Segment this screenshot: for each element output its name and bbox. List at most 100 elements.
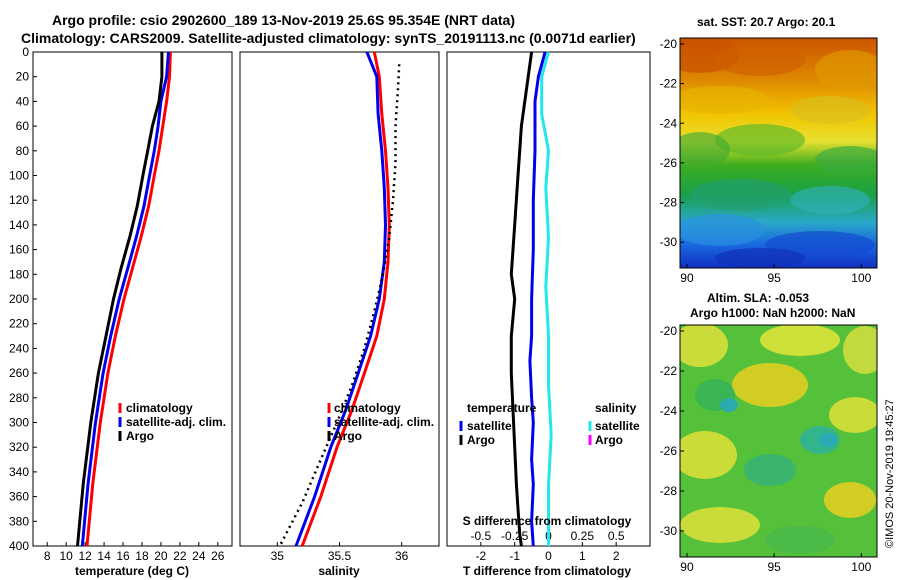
sst-field-patch — [790, 186, 870, 214]
map-y-tick-label: -30 — [660, 235, 678, 249]
series-line-argo — [76, 52, 164, 547]
map-y-tick-label: -26 — [660, 156, 678, 170]
x-tick-label: 1 — [579, 549, 586, 563]
y-tick-label: 120 — [9, 193, 29, 207]
series-line-t-satellite — [528, 51, 547, 547]
x-tick-label: 24 — [192, 549, 206, 563]
s-axis-tick-label: -0.25 — [501, 529, 529, 543]
x-tick-label: -2 — [475, 549, 486, 563]
legend-label: satellite-adj. clim. — [126, 415, 226, 429]
map-y-tick-label: -20 — [660, 37, 678, 51]
x-tick-label: 18 — [135, 549, 149, 563]
y-tick-label: 80 — [16, 144, 30, 158]
s-axis-tick-label: 0.25 — [571, 529, 595, 543]
map-x-tick-label: 90 — [680, 271, 694, 285]
sla-field-patch — [680, 507, 760, 543]
series-line-s-satellite — [540, 51, 553, 546]
x-tick-label: 10 — [59, 549, 73, 563]
sla-field-patch — [843, 326, 877, 374]
y-tick-label: 100 — [9, 169, 29, 183]
sst-map: 90 95 100 -20 -22 -24 -26 -28 -30 — [660, 37, 878, 285]
s-difference-axis-label: S difference from climatology — [463, 514, 632, 528]
map-y-tick-label: -24 — [660, 116, 678, 130]
series-line-climatology — [300, 51, 391, 547]
map-y-tick-label: -22 — [660, 364, 678, 378]
map-y-tick-label: -28 — [660, 484, 678, 498]
x-tick-label: 35 — [271, 549, 285, 563]
legend-label: climatology — [334, 401, 401, 415]
figure-title-line2: Climatology: CARS2009. Satellite-adjuste… — [21, 30, 636, 46]
sla-map-frame — [679, 324, 878, 558]
s-axis-tick-label: 0.5 — [608, 529, 625, 543]
map-y-tick-label: -24 — [660, 404, 678, 418]
y-tick-label: 320 — [9, 440, 29, 454]
series-line-satellite-adj-clim- — [80, 51, 170, 547]
sla-field-patch — [680, 431, 737, 479]
map-x-tick-label: 90 — [680, 560, 694, 574]
y-tick-label: 400 — [9, 539, 29, 553]
y-tick-label: 340 — [9, 465, 29, 479]
x-tick-label: 8 — [44, 549, 51, 563]
legend-label: Argo — [334, 429, 362, 443]
sst-field-patch — [815, 50, 877, 90]
t-difference-axis-label: T difference from climatology — [463, 564, 631, 578]
y-tick-label: 200 — [9, 292, 29, 306]
y-tick-label: 260 — [9, 366, 29, 380]
temperature-plot-frame — [32, 51, 233, 547]
salinity-axis-label: salinity — [318, 564, 360, 578]
figure-title-line1: Argo profile: csio 2902600_189 13-Nov-20… — [52, 12, 515, 28]
map-y-tick-label: -28 — [660, 196, 678, 210]
y-tick-label: 220 — [9, 317, 29, 331]
map-y-tick-label: -20 — [660, 324, 678, 338]
y-tick-label: 240 — [9, 341, 29, 355]
sla-field-patch — [720, 398, 738, 412]
map-x-tick-label: 95 — [767, 560, 781, 574]
credit-text: ©IMOS 20-Nov-2019 19:45:27 — [884, 399, 896, 548]
x-tick-label: -1 — [509, 549, 520, 563]
sst-field-patch — [680, 214, 765, 246]
series-line-t-argo — [509, 51, 534, 547]
legend-label: Argo — [595, 433, 623, 447]
y-tick-label: 300 — [9, 416, 29, 430]
x-tick-label: 35.5 — [328, 549, 352, 563]
map-x-tick-label: 95 — [767, 271, 781, 285]
sla-field-patch — [765, 526, 835, 554]
y-tick-label: 60 — [16, 119, 30, 133]
series-line-argo — [278, 64, 401, 547]
x-tick-label: 26 — [211, 549, 225, 563]
temperature-panel: 0 20 40 60 80 100 120 140 160 180 200 220 240 260 280 3… — [9, 45, 233, 578]
sst-field-patch — [815, 146, 877, 174]
y-tick-label: 380 — [9, 514, 29, 528]
map-x-tick-label: 100 — [851, 560, 871, 574]
sla-field-patch — [744, 454, 796, 486]
sla-field-patch — [760, 325, 840, 356]
x-tick-label: 16 — [116, 549, 130, 563]
s-axis-tick-label: -0.5 — [470, 529, 491, 543]
sla-field-patch — [732, 363, 808, 407]
x-tick-label: 0 — [545, 549, 552, 563]
altim-title-line1: Altim. SLA: -0.053 — [707, 291, 809, 305]
sst-field-patch — [790, 96, 870, 124]
sst-field-patch — [715, 124, 805, 156]
legend-temperature-title: temperature — [467, 401, 537, 415]
sla-field-patch — [819, 433, 837, 447]
sla-field-patch — [680, 325, 728, 367]
sla-map: 90 95 100 -20 -22 -24 -26 -28 -30 — [660, 324, 878, 574]
sst-field-patch — [680, 86, 770, 114]
y-tick-label: 180 — [9, 267, 29, 281]
y-tick-label: 140 — [9, 218, 29, 232]
y-tick-label: 160 — [9, 243, 29, 257]
sst-map-frame — [679, 37, 878, 269]
sst-field-patch — [715, 248, 805, 268]
legend-salinity-title: salinity — [595, 401, 637, 415]
legend-label: climatology — [126, 401, 193, 415]
sla-field-patch — [824, 482, 876, 518]
y-tick-label: 360 — [9, 490, 29, 504]
y-tick-label: 40 — [16, 94, 30, 108]
legend-label: satellite — [595, 419, 640, 433]
map-y-tick-label: -26 — [660, 444, 678, 458]
sst-field-patch — [715, 44, 805, 76]
sst-field-patch — [690, 179, 790, 211]
legend-label: satellite — [467, 419, 512, 433]
